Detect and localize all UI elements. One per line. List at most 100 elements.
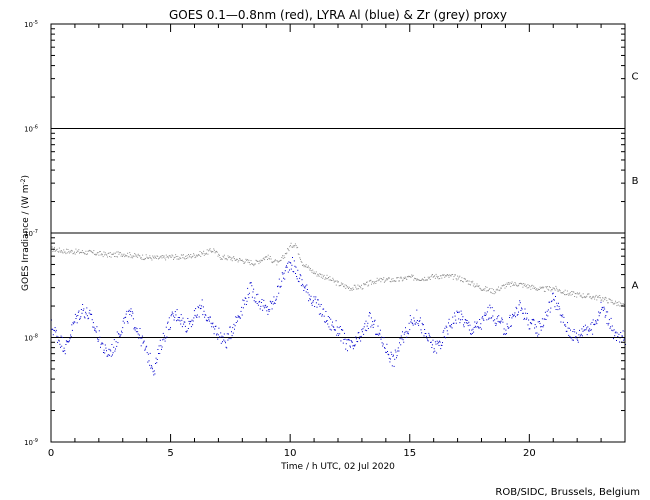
- data-point: [236, 258, 238, 260]
- data-point: [541, 326, 543, 328]
- data-point: [439, 341, 441, 343]
- data-point: [298, 281, 300, 283]
- data-point: [257, 304, 259, 306]
- data-point: [289, 269, 290, 271]
- data-point: [605, 297, 607, 299]
- data-point: [79, 317, 81, 319]
- data-point: [125, 255, 127, 257]
- data-point: [295, 245, 297, 247]
- data-point: [196, 317, 198, 318]
- data-point: [442, 331, 444, 333]
- data-point: [227, 255, 229, 257]
- data-point: [488, 317, 490, 319]
- data-point: [232, 257, 234, 259]
- data-point: [108, 252, 110, 254]
- data-point: [178, 319, 180, 321]
- data-point: [186, 255, 188, 257]
- data-point: [317, 274, 319, 276]
- data-point: [346, 339, 348, 341]
- data-point: [513, 283, 515, 285]
- data-point: [342, 342, 344, 344]
- data-point: [142, 342, 144, 344]
- data-point: [175, 256, 177, 257]
- data-point: [196, 314, 198, 316]
- data-point: [430, 276, 432, 278]
- data-point: [218, 327, 220, 329]
- data-point: [467, 322, 469, 324]
- data-point: [278, 278, 280, 280]
- data-point: [402, 279, 404, 281]
- data-point: [478, 285, 480, 287]
- data-point: [544, 291, 546, 292]
- data-point: [612, 301, 614, 303]
- data-point: [122, 320, 124, 322]
- data-point: [288, 250, 290, 252]
- data-point: [556, 289, 558, 291]
- data-point: [169, 328, 171, 330]
- data-point: [551, 289, 553, 291]
- data-point: [122, 254, 124, 256]
- data-point: [572, 291, 574, 293]
- data-point: [57, 251, 59, 252]
- data-point: [246, 259, 248, 261]
- data-point: [541, 318, 543, 320]
- data-point: [577, 341, 579, 343]
- data-point: [253, 288, 255, 290]
- data-point: [501, 319, 503, 321]
- data-point: [464, 322, 466, 324]
- data-point: [524, 317, 525, 319]
- data-point: [541, 286, 543, 288]
- data-point: [430, 341, 432, 343]
- data-point: [191, 256, 193, 258]
- data-point: [95, 331, 97, 333]
- data-point: [553, 287, 555, 289]
- data-point: [576, 332, 577, 334]
- data-point: [621, 303, 623, 305]
- data-point: [507, 327, 509, 329]
- data-point: [276, 296, 278, 298]
- data-point: [480, 289, 482, 291]
- data-point: [386, 343, 388, 345]
- data-point: [169, 255, 171, 257]
- data-point: [89, 250, 91, 252]
- data-point: [424, 276, 426, 278]
- data-point: [421, 279, 423, 281]
- data-point: [265, 306, 267, 308]
- data-point: [366, 281, 367, 283]
- data-point: [332, 321, 333, 323]
- data-point: [611, 329, 613, 331]
- data-point: [125, 313, 127, 315]
- data-point: [491, 317, 493, 319]
- data-point: [128, 310, 130, 312]
- data-point: [322, 276, 324, 278]
- data-point: [104, 254, 106, 256]
- data-point: [591, 298, 593, 300]
- data-point: [89, 313, 91, 315]
- data-point: [240, 259, 242, 261]
- data-point: [448, 322, 449, 324]
- data-point: [143, 341, 145, 343]
- data-point: [538, 321, 540, 322]
- data-point: [357, 284, 359, 286]
- data-point: [174, 316, 176, 318]
- data-point: [517, 314, 519, 315]
- data-point: [396, 357, 397, 359]
- data-point: [201, 253, 203, 255]
- data-point: [469, 324, 471, 326]
- data-point: [112, 253, 113, 255]
- data-point: [152, 368, 153, 370]
- data-point: [150, 365, 152, 367]
- data-point: [213, 326, 214, 328]
- data-point: [347, 286, 349, 288]
- data-point: [72, 253, 74, 255]
- data-point: [146, 256, 148, 258]
- data-point: [515, 316, 516, 318]
- data-point: [313, 296, 315, 298]
- data-point: [336, 334, 338, 336]
- data-point: [324, 321, 326, 323]
- data-point: [283, 255, 285, 257]
- data-point: [416, 309, 418, 311]
- data-point: [616, 332, 618, 334]
- data-point: [333, 329, 335, 330]
- data-point: [208, 320, 210, 322]
